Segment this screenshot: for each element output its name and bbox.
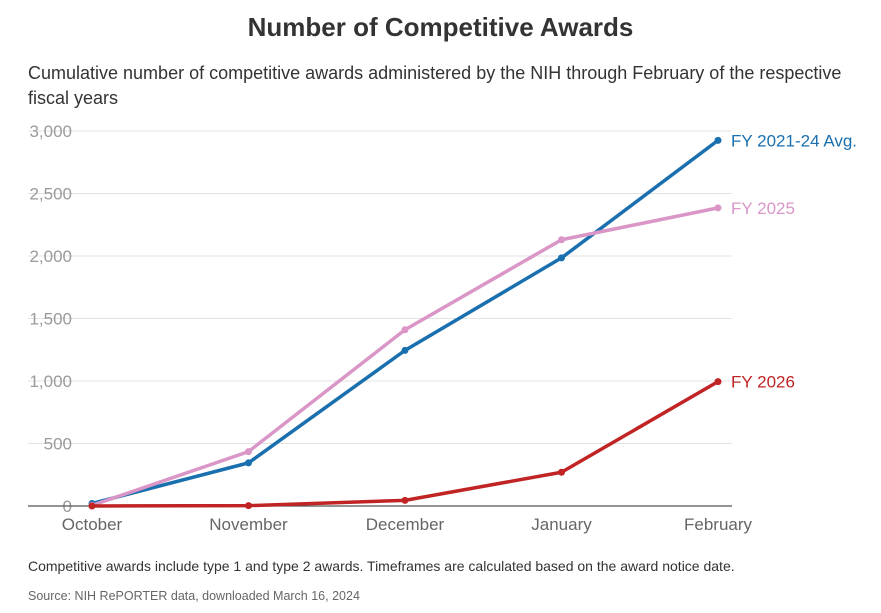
- x-tick-label: November: [209, 515, 288, 534]
- series-label: FY 2021-24 Avg.: [731, 131, 857, 150]
- data-point: [401, 496, 409, 504]
- chart-subtitle: Cumulative number of competitive awards …: [28, 63, 842, 108]
- x-axis-tick-labels: October November December January February: [62, 515, 753, 534]
- data-point: [714, 136, 722, 144]
- data-point: [714, 204, 722, 212]
- data-point: [714, 378, 722, 386]
- data-point: [245, 502, 252, 510]
- series-1: [88, 136, 722, 507]
- y-tick-label: 1,500: [29, 310, 72, 329]
- x-tick-label: December: [366, 515, 445, 534]
- data-point: [558, 468, 565, 476]
- y-tick-label: 1,000: [29, 372, 72, 391]
- y-tick-label: 3,000: [29, 122, 72, 141]
- data-point: [558, 254, 565, 262]
- series-line: [90, 138, 720, 506]
- series-label: FY 2025: [731, 199, 795, 218]
- chart-source: Source: NIH RePORTER data, downloaded Ma…: [28, 589, 360, 603]
- x-tick-label: January: [531, 515, 592, 534]
- x-tick-label: October: [62, 515, 123, 534]
- x-tick-label: February: [684, 515, 753, 534]
- chart-title: Number of Competitive Awards: [247, 12, 634, 42]
- data-point: [245, 448, 252, 456]
- series-label: FY 2026: [731, 373, 795, 392]
- y-tick-label: 500: [44, 435, 72, 454]
- data-point: [245, 459, 252, 467]
- data-point: [401, 346, 409, 354]
- data-point: [401, 326, 409, 334]
- series-3: [88, 378, 722, 510]
- series-2: [88, 204, 722, 509]
- series-labels: FY 2021-24 Avg. FY 2025 FY 2026: [731, 131, 857, 391]
- series-line: [90, 206, 720, 508]
- data-point: [558, 236, 565, 244]
- series-lines: [88, 136, 722, 510]
- y-tick-label: 2,000: [29, 247, 72, 266]
- y-tick-label: 2,500: [29, 185, 72, 204]
- grid-lines: [28, 130, 732, 444]
- chart-note: Competitive awards include type 1 and ty…: [28, 558, 735, 574]
- data-point: [88, 502, 96, 510]
